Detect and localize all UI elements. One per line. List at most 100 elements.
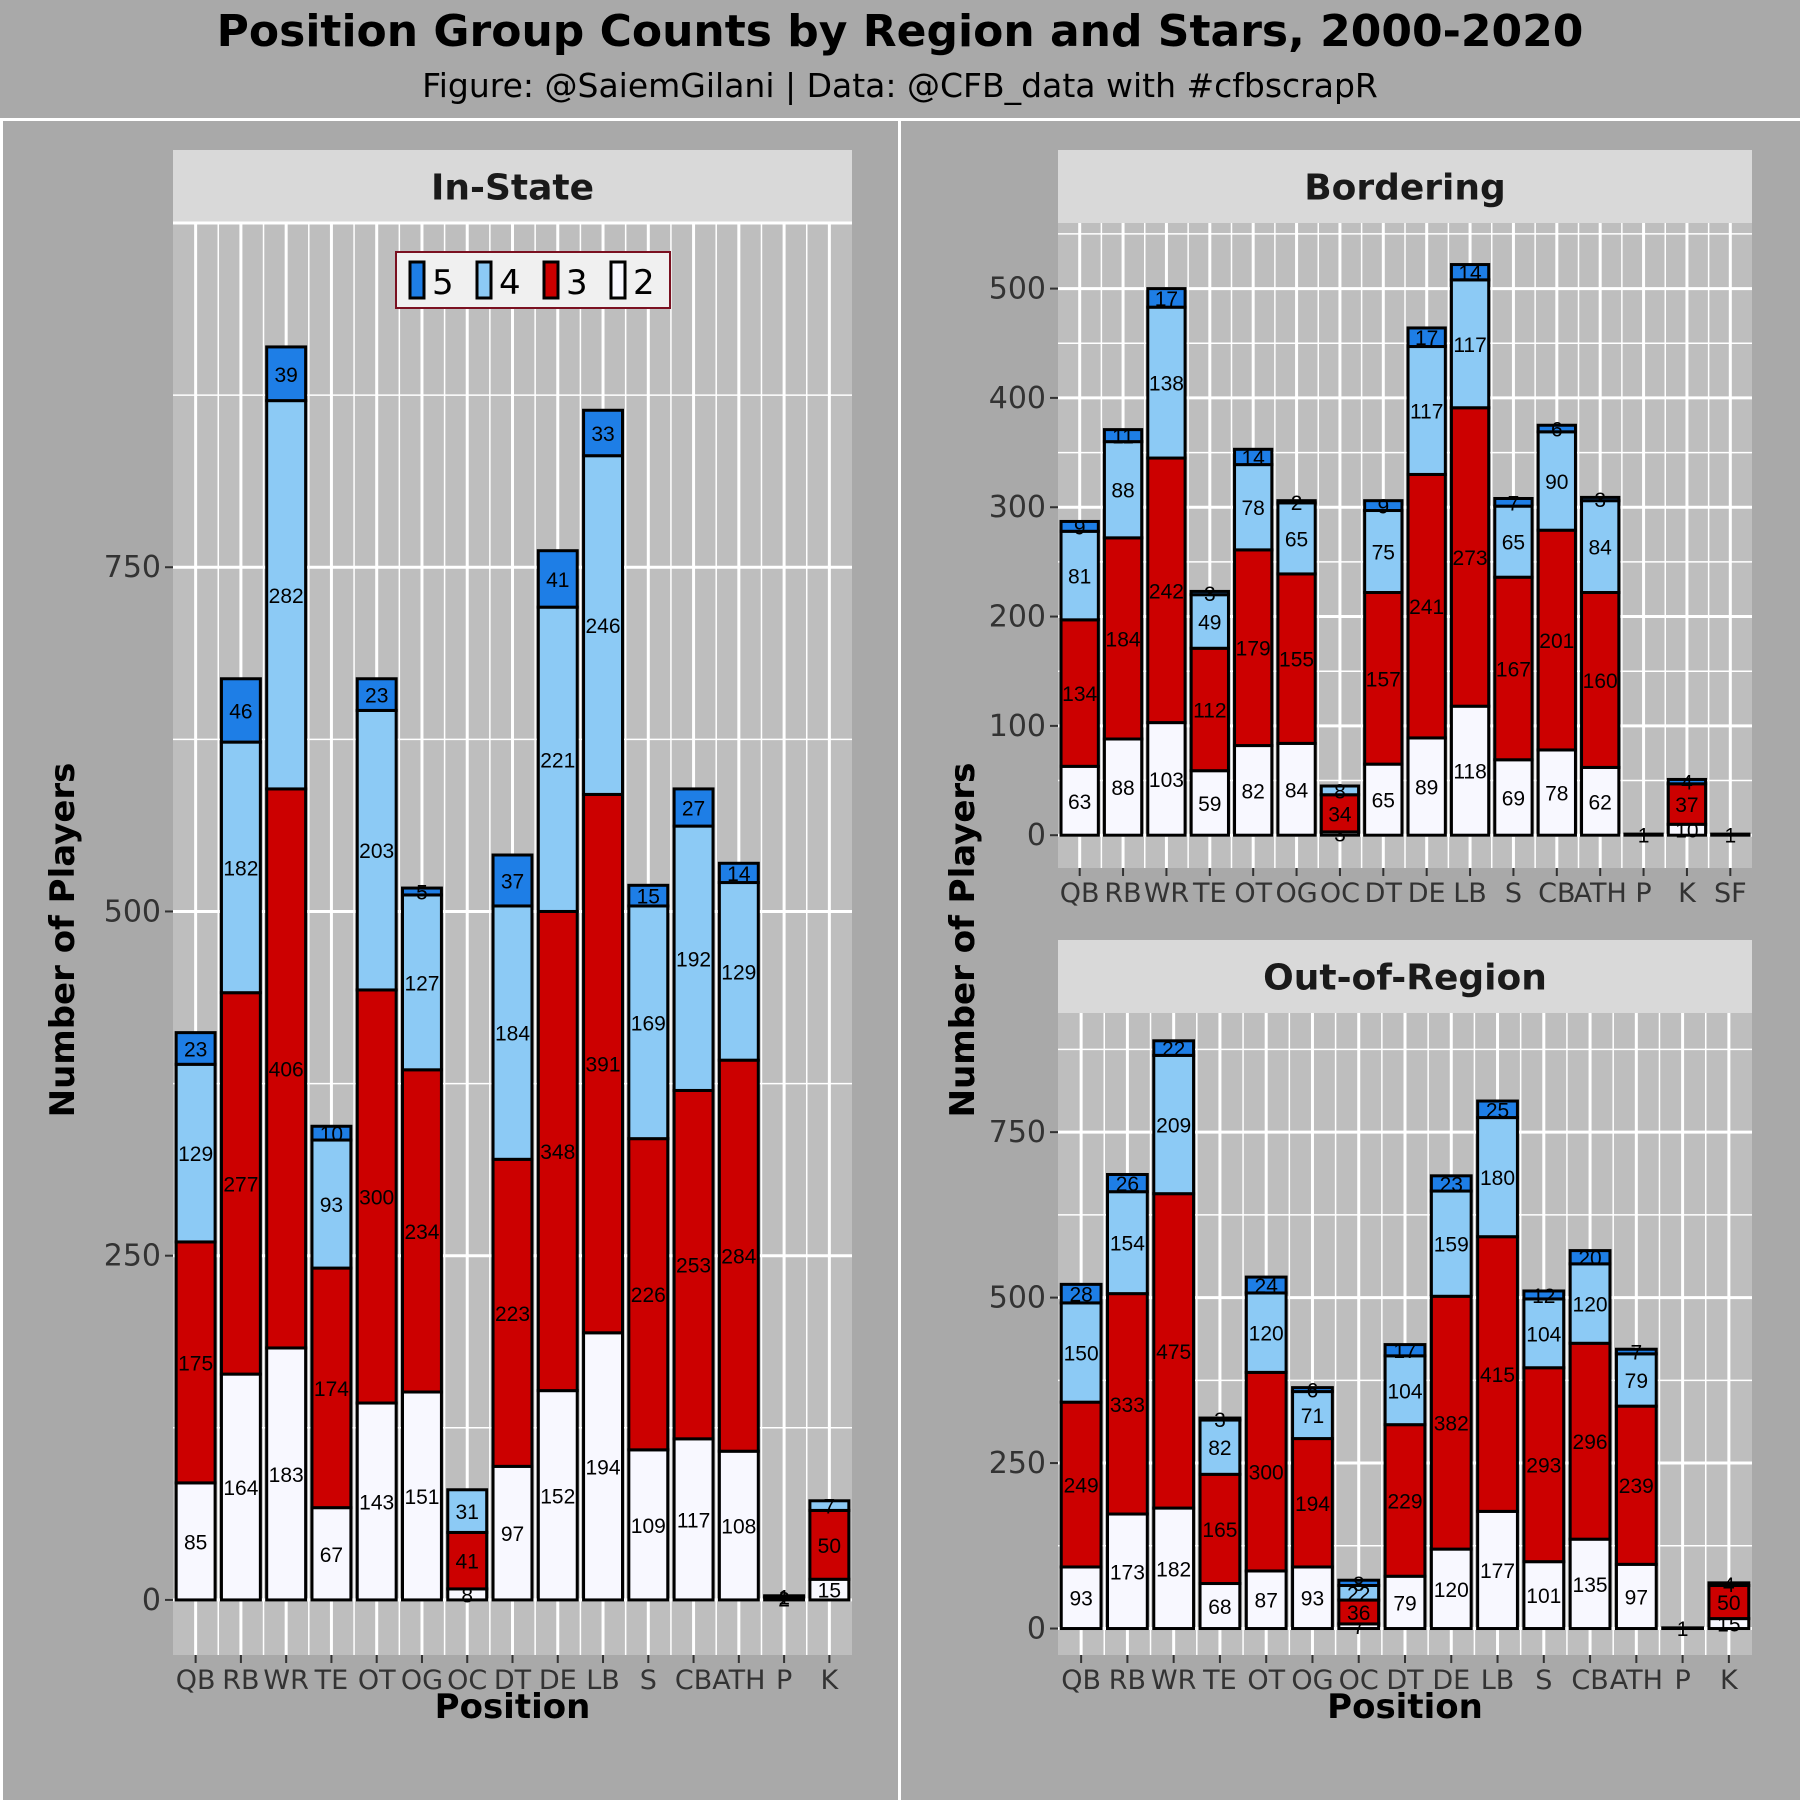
bar-segment-5-star bbox=[536, 549, 579, 609]
y-axis-title: Number of Players bbox=[943, 763, 983, 1118]
bar-value-label: 93 bbox=[1301, 1588, 1324, 1611]
bar-segment-3-star bbox=[582, 792, 624, 1335]
facet-strip bbox=[1058, 940, 1752, 1013]
legend: 5 4 3 2 bbox=[395, 251, 671, 309]
bar-value-label: 293 bbox=[1526, 1455, 1561, 1478]
x-tick-label: SF bbox=[1714, 878, 1747, 909]
bar-value-label: 8 bbox=[461, 1584, 473, 1607]
bar-value-label: 174 bbox=[314, 1378, 349, 1401]
bar-value-label: 6 bbox=[1307, 1380, 1319, 1403]
bar-segment-5-star bbox=[1102, 428, 1144, 444]
y-tick-label: 100 bbox=[989, 709, 1046, 744]
bar-value-label: 3 bbox=[1214, 1409, 1226, 1432]
bar-segment-2-star bbox=[491, 1464, 534, 1602]
bar-value-label: 84 bbox=[1589, 537, 1613, 560]
bar-value-label: 20 bbox=[1578, 1247, 1601, 1270]
bar-segment-3-star bbox=[1233, 548, 1274, 748]
y-tick-label: 0 bbox=[1027, 1612, 1046, 1647]
bar-value-label: 108 bbox=[721, 1516, 756, 1539]
legend-label: 4 bbox=[499, 263, 521, 303]
bar-segment-2-star bbox=[1406, 736, 1447, 837]
bar-value-label: 150 bbox=[1064, 1343, 1099, 1366]
bar-value-label: 253 bbox=[676, 1255, 711, 1278]
bar-segment-4-star bbox=[1276, 501, 1317, 576]
bar-value-label: 7 bbox=[1353, 1616, 1365, 1639]
bar-value-label: 11 bbox=[1112, 426, 1134, 449]
x-tick-label: DT bbox=[1365, 878, 1403, 909]
bar-value-label: 183 bbox=[269, 1464, 304, 1487]
bar-value-label: 194 bbox=[586, 1456, 621, 1479]
bar-segment-5-star bbox=[1363, 499, 1404, 513]
legend-key-3 bbox=[542, 260, 560, 300]
bar-value-label: 152 bbox=[540, 1485, 575, 1508]
bar-segment-5-star bbox=[1233, 447, 1274, 467]
bar-value-label: 3 bbox=[1594, 489, 1606, 512]
legend-label: 5 bbox=[432, 263, 454, 303]
bar-value-label: 17 bbox=[1415, 327, 1438, 350]
y-tick-label: 200 bbox=[989, 600, 1046, 635]
legend-key-5 bbox=[408, 260, 426, 300]
bar-value-label: 23 bbox=[184, 1038, 207, 1061]
bar-value-label: 348 bbox=[540, 1141, 575, 1164]
bar-segment-5-star bbox=[401, 886, 443, 897]
x-tick-label: ATH bbox=[1610, 1665, 1663, 1696]
bar-segment-4-star bbox=[1493, 504, 1534, 579]
bar-value-label: 1 bbox=[778, 1586, 790, 1609]
bar-value-label: 406 bbox=[269, 1058, 304, 1081]
bar-value-label: 164 bbox=[223, 1477, 258, 1500]
y-tick-label: 300 bbox=[989, 490, 1046, 525]
bar-segment-4-star bbox=[1059, 1301, 1103, 1404]
bar-segment-4-star bbox=[536, 605, 579, 913]
x-tick-label: P bbox=[1674, 1665, 1690, 1696]
bar-value-label: 167 bbox=[1496, 658, 1531, 681]
bar-value-label: 120 bbox=[1434, 1579, 1469, 1602]
bar-value-label: 173 bbox=[1110, 1561, 1145, 1584]
x-tick-label: K bbox=[821, 1665, 840, 1696]
x-tick-label: OG bbox=[1275, 878, 1317, 909]
legend-key-4 bbox=[475, 260, 493, 300]
bar-segment-4-star bbox=[1152, 1053, 1196, 1196]
bar-segment-3-star bbox=[1102, 536, 1144, 741]
x-tick-label: K bbox=[1678, 878, 1697, 909]
x-tick-label: OC bbox=[1339, 1665, 1379, 1696]
bar-segment-5-star bbox=[627, 883, 670, 908]
bar-value-label: 296 bbox=[1573, 1431, 1608, 1454]
bar-segment-5-star bbox=[1666, 777, 1708, 786]
bar-value-label: 62 bbox=[1589, 791, 1612, 814]
bar-segment-3-star bbox=[717, 1058, 760, 1453]
bar-segment-5-star bbox=[1406, 326, 1447, 349]
panel-in-state: In-State02505007508517512923QB1642771824… bbox=[43, 150, 852, 1727]
bar-value-label: 234 bbox=[404, 1221, 439, 1244]
bar-value-label: 97 bbox=[1625, 1586, 1648, 1609]
bar-segment-5-star bbox=[1522, 1289, 1566, 1301]
bar-segment-5-star bbox=[717, 861, 760, 885]
bar-value-label: 103 bbox=[1149, 769, 1184, 792]
x-tick-label: OG bbox=[401, 1665, 443, 1696]
facet-strip bbox=[1058, 150, 1752, 223]
bar-value-label: 7 bbox=[1508, 492, 1520, 515]
bar-segment-4-star bbox=[1476, 1116, 1519, 1239]
bar-value-label: 34 bbox=[1328, 803, 1352, 826]
left-border bbox=[0, 118, 3, 1800]
top-divider bbox=[0, 118, 1800, 121]
bar-value-label: 169 bbox=[631, 1012, 666, 1035]
bar-value-label: 415 bbox=[1480, 1364, 1515, 1387]
bar-segment-3-star bbox=[672, 1088, 715, 1441]
x-tick-label: CB bbox=[1571, 1665, 1608, 1696]
bar-segment-5-star bbox=[1449, 263, 1491, 282]
y-tick-label: 500 bbox=[989, 1281, 1046, 1316]
bar-segment-3-star bbox=[1383, 1423, 1427, 1578]
bar-value-label: 221 bbox=[540, 749, 575, 772]
bar-value-label: 65 bbox=[1372, 790, 1395, 813]
bar-segment-5-star bbox=[1198, 1416, 1242, 1422]
bar-segment-2-star bbox=[355, 1401, 398, 1602]
bar-value-label: 209 bbox=[1156, 1115, 1191, 1138]
bar-value-label: 117 bbox=[1453, 334, 1486, 357]
bar-value-label: 165 bbox=[1202, 1519, 1237, 1542]
x-tick-label: RB bbox=[1104, 878, 1141, 909]
bar-value-label: 223 bbox=[495, 1303, 530, 1326]
bar-segment-3-star bbox=[1614, 1404, 1658, 1566]
bar-segment-4-star bbox=[1522, 1297, 1566, 1370]
bar-segment-2-star bbox=[1429, 1547, 1473, 1631]
bar-value-label: 4 bbox=[1681, 772, 1693, 795]
